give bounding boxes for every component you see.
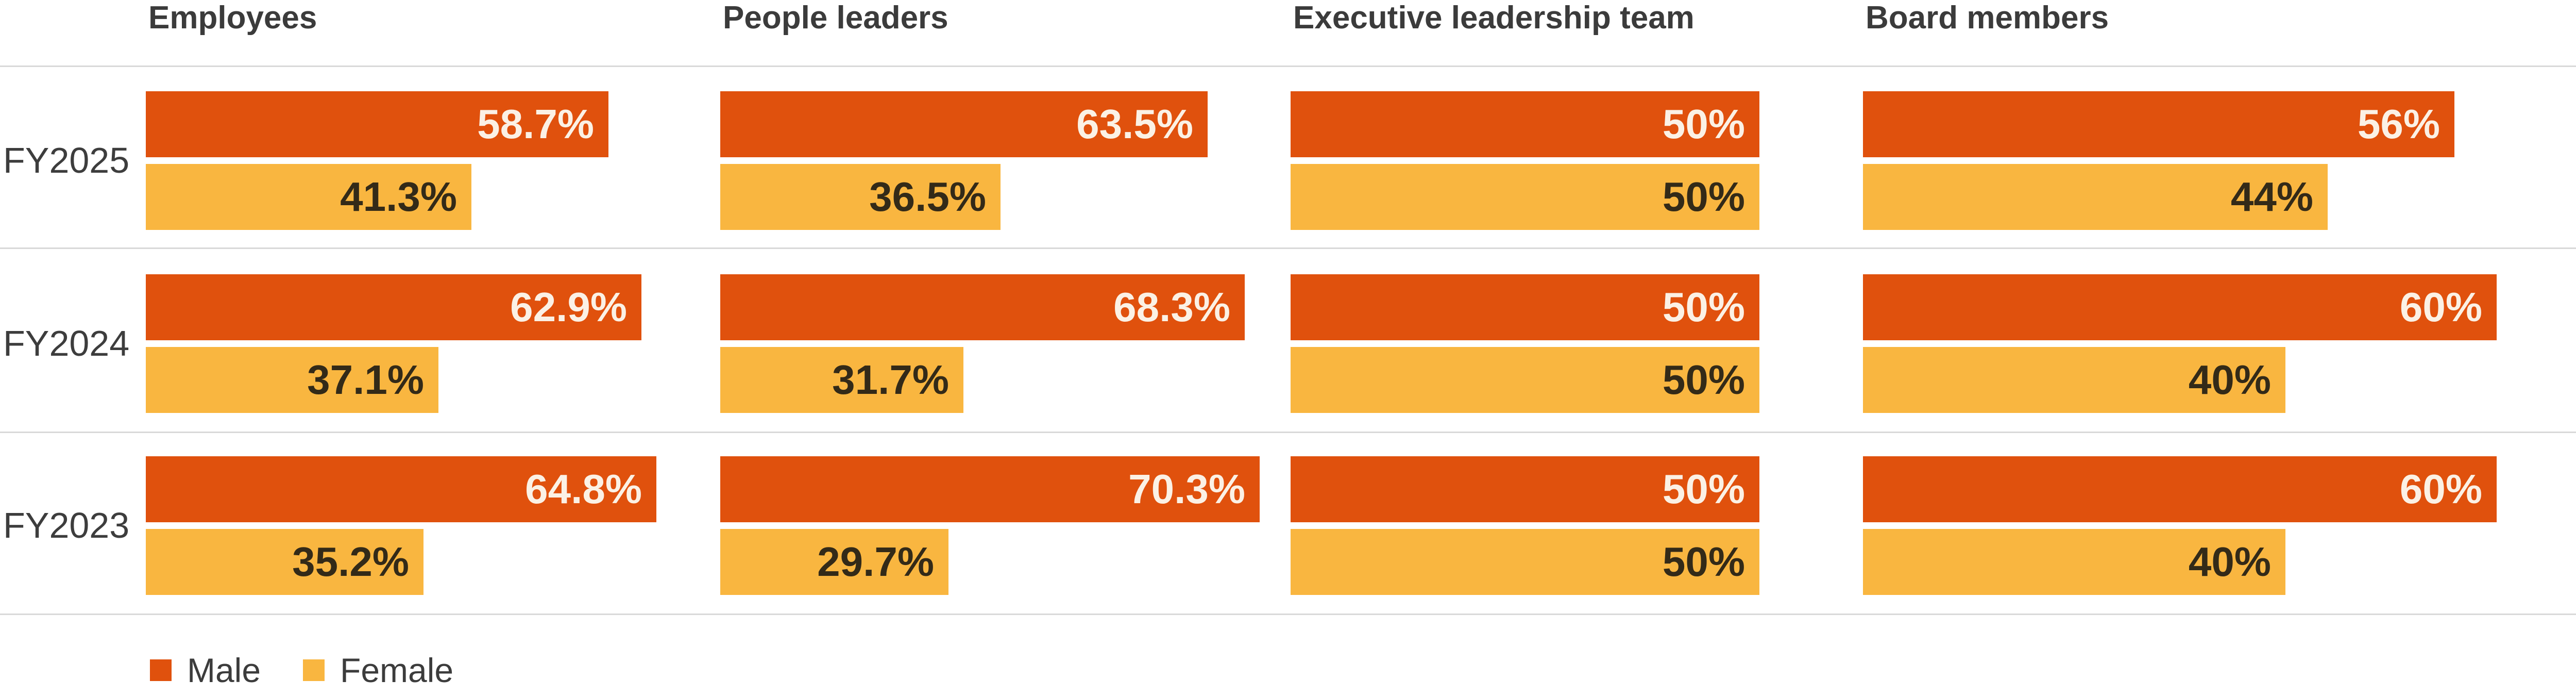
bar-male-board-members-fy2025[interactable]: 56% (1863, 91, 2454, 157)
bar-value-label: 64.8% (525, 466, 642, 512)
bar-value-label: 37.1% (307, 357, 424, 403)
bar-male-executive-leadership-team-fy2024[interactable]: 50% (1291, 274, 1759, 340)
bar-male-employees-fy2024[interactable]: 62.9% (146, 274, 641, 340)
bar-female-executive-leadership-team-fy2024[interactable]: 50% (1291, 347, 1759, 413)
bar-female-people-leaders-fy2025[interactable]: 36.5% (720, 164, 1001, 230)
bar-value-label: 36.5% (869, 174, 986, 220)
bar-value-label: 50% (1662, 174, 1745, 220)
bar-value-label: 50% (1662, 284, 1745, 330)
column-header-people-leaders: People leaders (723, 0, 948, 36)
column-header-board-members: Board members (1866, 0, 2109, 36)
row-divider-line (0, 432, 2576, 433)
bar-value-label: 40% (2188, 357, 2271, 403)
bar-female-people-leaders-fy2023[interactable]: 29.7% (720, 529, 948, 595)
bar-female-board-members-fy2024[interactable]: 40% (1863, 347, 2285, 413)
bar-female-employees-fy2025[interactable]: 41.3% (146, 164, 471, 230)
bar-male-board-members-fy2023[interactable]: 60% (1863, 456, 2497, 522)
bar-male-people-leaders-fy2023[interactable]: 70.3% (720, 456, 1260, 522)
row-label-fy2024: FY2024 (3, 323, 130, 363)
row-label-fy2025: FY2025 (3, 140, 130, 180)
bar-male-employees-fy2023[interactable]: 64.8% (146, 456, 656, 522)
bar-female-people-leaders-fy2024[interactable]: 31.7% (720, 347, 963, 413)
bar-value-label: 68.3% (1113, 284, 1230, 330)
bar-value-label: 56% (2357, 101, 2440, 147)
column-header-executive-leadership-team: Executive leadership team (1293, 0, 1694, 36)
bar-male-people-leaders-fy2025[interactable]: 63.5% (720, 91, 1208, 157)
bar-value-label: 50% (1662, 357, 1745, 403)
column-header-employees: Employees (148, 0, 317, 36)
bar-value-label: 60% (2399, 284, 2482, 330)
bar-value-label: 50% (1662, 466, 1745, 512)
bar-female-employees-fy2023[interactable]: 35.2% (146, 529, 423, 595)
bar-value-label: 50% (1662, 101, 1745, 147)
legend-item-female[interactable]: Female (303, 651, 453, 689)
row-label-fy2023: FY2023 (3, 505, 130, 545)
bar-female-board-members-fy2025[interactable]: 44% (1863, 164, 2328, 230)
bar-male-employees-fy2025[interactable]: 58.7% (146, 91, 608, 157)
bar-value-label: 63.5% (1076, 101, 1193, 147)
legend-label-female: Female (340, 651, 454, 689)
legend-label-male: Male (187, 651, 261, 689)
bar-value-label: 58.7% (477, 101, 594, 147)
bar-value-label: 60% (2399, 466, 2482, 512)
legend-item-male[interactable]: Male (150, 651, 261, 689)
bar-male-board-members-fy2024[interactable]: 60% (1863, 274, 2497, 340)
bar-value-label: 29.7% (817, 539, 934, 585)
bar-male-executive-leadership-team-fy2023[interactable]: 50% (1291, 456, 1759, 522)
row-divider-line (0, 614, 2576, 615)
legend-swatch-male (150, 659, 172, 681)
bar-female-executive-leadership-team-fy2023[interactable]: 50% (1291, 529, 1759, 595)
legend-swatch-female (303, 659, 325, 681)
bar-value-label: 40% (2188, 539, 2271, 585)
bar-value-label: 62.9% (510, 284, 627, 330)
bar-female-employees-fy2024[interactable]: 37.1% (146, 347, 438, 413)
bar-value-label: 44% (2230, 174, 2313, 220)
bar-male-people-leaders-fy2024[interactable]: 68.3% (720, 274, 1245, 340)
bar-male-executive-leadership-team-fy2025[interactable]: 50% (1291, 91, 1759, 157)
row-divider-line (0, 247, 2576, 249)
bar-value-label: 41.3% (340, 174, 457, 220)
bar-value-label: 50% (1662, 539, 1745, 585)
bar-value-label: 70.3% (1128, 466, 1245, 512)
bar-female-board-members-fy2023[interactable]: 40% (1863, 529, 2285, 595)
row-divider-line (0, 65, 2576, 67)
bar-female-executive-leadership-team-fy2025[interactable]: 50% (1291, 164, 1759, 230)
bar-value-label: 31.7% (832, 357, 949, 403)
bar-value-label: 35.2% (292, 539, 409, 585)
